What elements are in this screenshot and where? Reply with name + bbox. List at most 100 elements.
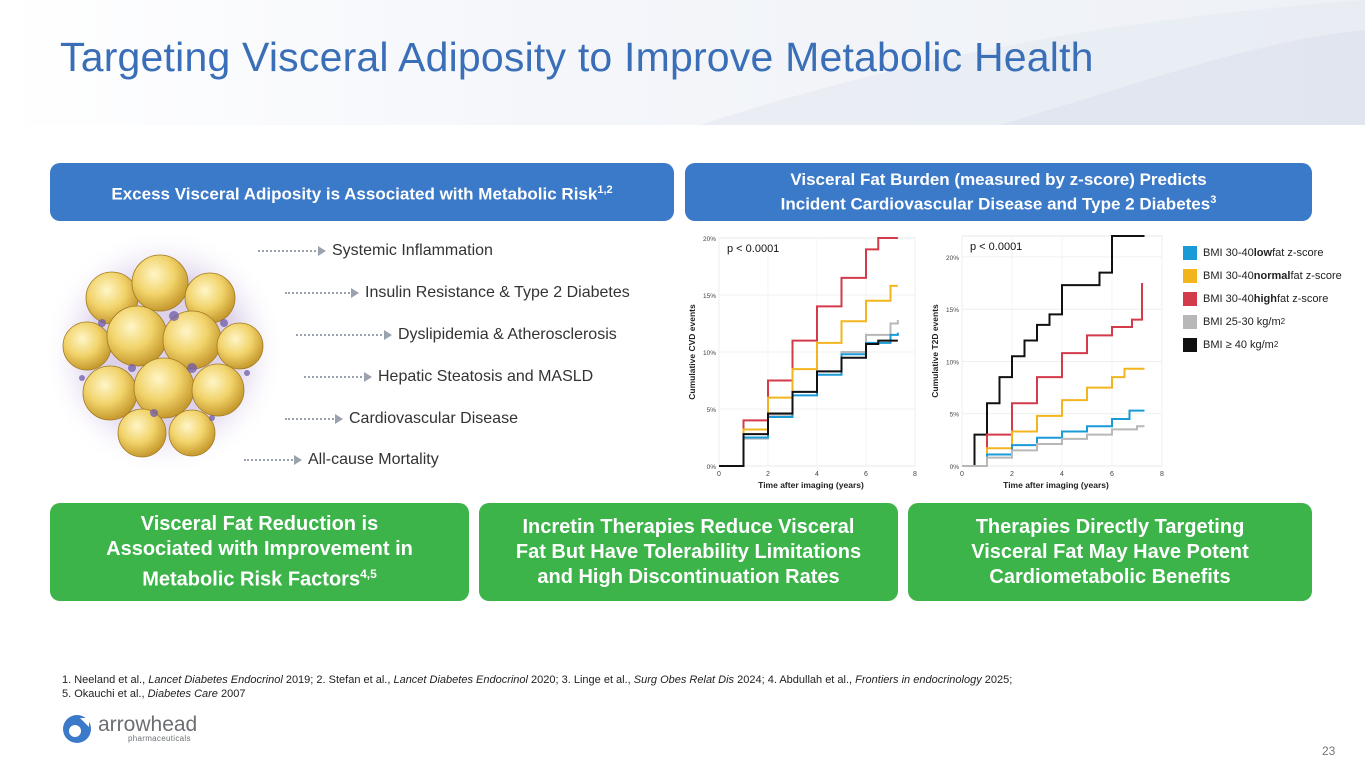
legend-prefix: BMI 30-40 bbox=[1203, 269, 1254, 282]
legend-bold: high bbox=[1253, 292, 1277, 305]
p-value-annotation: p < 0.0001 bbox=[970, 241, 1022, 253]
series-line bbox=[962, 235, 1145, 467]
legend-swatch bbox=[1183, 291, 1197, 306]
series-line bbox=[962, 425, 1145, 467]
green-box-direct-targeting-therapies: Therapies Directly Targeting Visceral Fa… bbox=[908, 503, 1312, 601]
dotted-arrow-icon bbox=[285, 414, 343, 424]
y-tick-label: 10% bbox=[703, 350, 716, 357]
legend-swatch bbox=[1183, 268, 1197, 283]
legend-bold: low bbox=[1253, 246, 1273, 259]
ref-journal: Surg Obes Relat Dis bbox=[633, 674, 735, 686]
slide-title: Targeting Visceral Adiposity to Improve … bbox=[60, 34, 1094, 80]
banner-visceral-adiposity-risk: Excess Visceral Adiposity is Associated … bbox=[50, 163, 674, 221]
ref-journal: Frontiers in endocrinology bbox=[855, 674, 982, 686]
cvd-events-chart: 0% 5% 10% 15% 20% 0 2 4 6 8 Time after imaging (ye… bbox=[687, 236, 917, 490]
x-tick-label: 0 bbox=[960, 471, 964, 478]
green-box-line: Associated with Improvement in bbox=[106, 537, 413, 560]
risk-item: All-cause Mortality bbox=[244, 451, 439, 469]
legend-swatch bbox=[1183, 337, 1197, 352]
ref-text: 2007 bbox=[217, 688, 246, 700]
legend-item: BMI ≥ 40 kg/m 2 bbox=[1183, 333, 1342, 356]
x-axis-label: Time after imaging (years) bbox=[1003, 480, 1109, 490]
legend-item: BMI 25-30 kg/m 2 bbox=[1183, 310, 1342, 333]
adipose-tissue-illustration bbox=[42, 228, 287, 483]
risk-label: Cardiovascular Disease bbox=[349, 410, 518, 427]
x-tick-label: 8 bbox=[1160, 471, 1164, 478]
banner-left-text: Excess Visceral Adiposity is Associated … bbox=[111, 184, 598, 204]
legend-prefix: BMI 30-40 bbox=[1203, 292, 1254, 305]
ref-journal: Lancet Diabetes Endocrinol bbox=[148, 674, 283, 686]
legend-sup: 2 bbox=[1273, 340, 1279, 349]
banner-visceral-fat-burden: Visceral Fat Burden (measured by z-score… bbox=[685, 163, 1312, 221]
risk-item: Dyslipidemia & Atherosclerosis bbox=[296, 326, 617, 344]
green-box-visceral-fat-reduction: Visceral Fat Reduction is Associated wit… bbox=[50, 503, 469, 601]
legend-suffix: fat z-score bbox=[1272, 246, 1324, 259]
dotted-arrow-icon bbox=[285, 288, 359, 298]
legend-item: BMI 30-40 normal fat z-score bbox=[1183, 264, 1342, 287]
green-box-line: Visceral Fat Reduction is bbox=[140, 512, 379, 535]
header-band: Targeting Visceral Adiposity to Improve … bbox=[0, 0, 1365, 125]
green-box-line: Cardiometabolic Benefits bbox=[989, 565, 1231, 588]
green-box-incretin-therapies: Incretin Therapies Reduce Visceral Fat B… bbox=[479, 503, 898, 601]
series-line bbox=[719, 284, 898, 467]
y-tick-label: 20% bbox=[703, 236, 716, 243]
series-line bbox=[962, 409, 1145, 467]
y-axis-label: Cumulative T2D events bbox=[930, 304, 940, 398]
y-tick-label: 5% bbox=[950, 412, 960, 419]
logo-subtitle: pharmaceuticals bbox=[128, 733, 191, 743]
risk-item: Hepatic Steatosis and MASLD bbox=[304, 368, 593, 386]
chart-legend: BMI 30-40 low fat z-score BMI 30-40 norm… bbox=[1183, 241, 1342, 356]
page-number: 23 bbox=[1322, 744, 1336, 758]
ref-text: 2024; 4. Abdullah et al., bbox=[734, 674, 856, 686]
banner-left-ref: 1,2 bbox=[597, 183, 613, 196]
dotted-arrow-icon bbox=[296, 330, 392, 340]
legend-swatch bbox=[1183, 245, 1197, 260]
risk-label: Insulin Resistance & Type 2 Diabetes bbox=[365, 284, 630, 301]
series-line bbox=[719, 237, 898, 467]
series-line bbox=[962, 367, 1145, 467]
arrowhead-logo: arrowhead pharmaceuticals bbox=[62, 714, 197, 744]
legend-prefix: BMI ≥ 40 kg/m bbox=[1203, 338, 1274, 351]
ref-text: 2025; bbox=[981, 674, 1013, 686]
ref-journal: Diabetes Care bbox=[147, 688, 218, 700]
x-tick-label: 2 bbox=[766, 471, 770, 478]
x-tick-label: 4 bbox=[815, 471, 819, 478]
risk-item: Cardiovascular Disease bbox=[285, 410, 518, 428]
x-tick-label: 4 bbox=[1060, 471, 1064, 478]
ref-text: 2020; 3. Linge et al., bbox=[527, 674, 634, 686]
legend-suffix: fat z-score bbox=[1276, 292, 1329, 305]
risk-label: Dyslipidemia & Atherosclerosis bbox=[398, 326, 617, 343]
ref-text: 5. Okauchi et al., bbox=[62, 688, 148, 700]
risk-item: Systemic Inflammation bbox=[258, 242, 493, 260]
risk-label: Systemic Inflammation bbox=[332, 242, 493, 259]
y-tick-label: 20% bbox=[946, 255, 959, 262]
risk-label: Hepatic Steatosis and MASLD bbox=[378, 368, 594, 385]
ref-text: 2019; 2. Stefan et al., bbox=[282, 674, 394, 686]
legend-prefix: BMI 25-30 kg/m bbox=[1203, 315, 1281, 328]
x-tick-label: 6 bbox=[864, 471, 868, 478]
y-tick-label: 5% bbox=[707, 407, 717, 414]
legend-item: BMI 30-40 low fat z-score bbox=[1183, 241, 1342, 264]
ref-journal: Lancet Diabetes Endocrinol bbox=[393, 674, 528, 686]
banner-right-ref: 3 bbox=[1210, 193, 1217, 206]
series-line bbox=[719, 339, 898, 467]
y-tick-label: 0% bbox=[950, 464, 960, 471]
green-box-line: Visceral Fat May Have Potent bbox=[971, 540, 1249, 563]
dotted-arrow-icon bbox=[244, 455, 302, 465]
legend-item: BMI 30-40 high fat z-score bbox=[1183, 287, 1342, 310]
green-box-line: and High Discontinuation Rates bbox=[537, 565, 840, 588]
risk-item: Insulin Resistance & Type 2 Diabetes bbox=[285, 284, 630, 302]
t2d-events-chart: 0% 5% 10% 15% 20% 0 2 4 6 8 Time after imaging (ye… bbox=[930, 235, 1164, 490]
green-box-line: Incretin Therapies Reduce Visceral bbox=[522, 515, 855, 538]
series-line bbox=[962, 283, 1143, 467]
legend-bold: normal bbox=[1253, 269, 1291, 282]
logo-wordmark: arrowhead bbox=[98, 712, 198, 736]
ref-text: 1. Neeland et al., bbox=[62, 674, 149, 686]
green-box-line: Metabolic Risk Factors bbox=[142, 568, 361, 591]
p-value-annotation: p < 0.0001 bbox=[727, 243, 779, 255]
legend-suffix: fat z-score bbox=[1290, 269, 1342, 282]
green-box-line: Fat But Have Tolerability Limitations bbox=[515, 540, 862, 563]
dotted-arrow-icon bbox=[258, 246, 326, 256]
x-tick-label: 6 bbox=[1110, 471, 1114, 478]
dotted-arrow-icon bbox=[304, 372, 372, 382]
